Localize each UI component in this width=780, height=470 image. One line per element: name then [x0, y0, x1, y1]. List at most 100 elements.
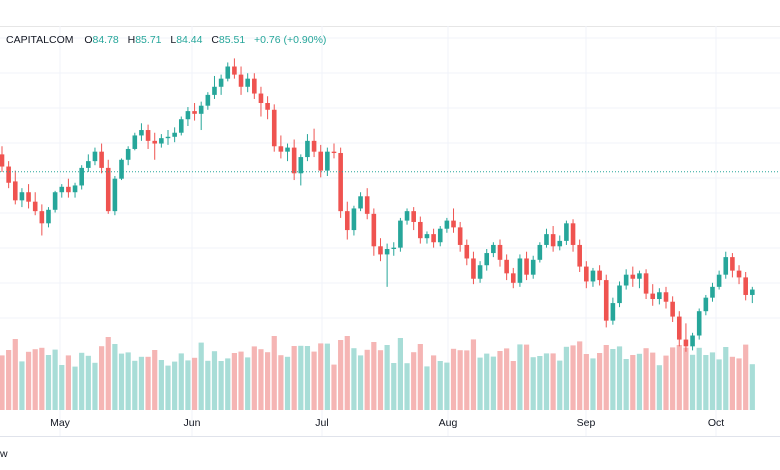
- x-tick-label: Oct: [708, 417, 724, 429]
- candle-body: [291, 147, 297, 174]
- symbol-name[interactable]: CAPITALCOM: [6, 34, 74, 46]
- volume-bar: [85, 355, 91, 410]
- volume-bar: [284, 356, 291, 410]
- volume-bar: [444, 362, 450, 410]
- candle-body: [225, 66, 231, 79]
- volume-bar: [537, 356, 543, 410]
- candle-body: [205, 94, 211, 106]
- candle-body: [524, 258, 529, 275]
- volume-bar: [318, 343, 324, 410]
- volume-bar: [510, 361, 516, 410]
- volume-bar: [457, 350, 463, 410]
- candle-body: [431, 234, 436, 243]
- volume-bar: [643, 348, 649, 410]
- time-axis-divider: [0, 436, 780, 437]
- volume-bar: [743, 344, 749, 410]
- volume-bar: [603, 345, 609, 410]
- candle-body: [398, 220, 403, 248]
- candle-body: [338, 153, 343, 212]
- x-tick-label: Jul: [315, 417, 328, 429]
- volume-bar: [125, 352, 131, 410]
- volume-bar: [616, 346, 623, 410]
- candle-body: [550, 234, 556, 247]
- candle-body: [497, 244, 503, 260]
- candle-body: [105, 167, 111, 212]
- candle-body: [603, 280, 609, 321]
- volume-bar: [450, 348, 457, 410]
- candle-body: [464, 244, 470, 259]
- volume-bar: [65, 355, 71, 410]
- volume-bar: [550, 353, 556, 410]
- candle-body: [610, 303, 616, 321]
- candle-body: [557, 240, 563, 247]
- volume-bar: [470, 339, 477, 410]
- volume-bar: [324, 343, 330, 410]
- candle-body: [6, 166, 11, 183]
- volume-bar: [411, 352, 417, 410]
- volume-bar: [112, 344, 118, 410]
- candle-body: [198, 105, 204, 114]
- candle-body: [530, 259, 536, 275]
- volume-bar: [185, 360, 191, 410]
- candle-body: [285, 147, 290, 152]
- volume-bar: [0, 355, 5, 410]
- volume-bar: [663, 355, 669, 410]
- change-value: +0.76 (+0.90%): [254, 34, 327, 46]
- candle-body: [212, 86, 217, 95]
- volume-bar: [79, 352, 85, 410]
- candle-body: [86, 161, 91, 168]
- volume-bar: [683, 347, 689, 410]
- candle-body: [643, 273, 649, 294]
- volume-bar: [105, 337, 111, 410]
- candle-body: [371, 213, 377, 247]
- volume-bar: [364, 349, 370, 410]
- volume-bar: [630, 355, 636, 410]
- candle-body: [99, 151, 104, 168]
- volume-bar: [278, 355, 284, 410]
- volume-bar: [431, 355, 437, 410]
- volume-bar: [557, 360, 563, 410]
- volume-bar: [504, 348, 510, 410]
- volume-bar: [218, 361, 224, 410]
- volume-bar: [357, 355, 364, 410]
- volume-bar: [477, 357, 483, 410]
- candle-body: [657, 292, 662, 300]
- candle-body: [59, 186, 65, 193]
- candle-body: [584, 266, 589, 282]
- candle-body: [66, 186, 71, 193]
- candle-body: [630, 274, 636, 279]
- volume-bar: [563, 346, 569, 410]
- candle-body: [159, 138, 164, 144]
- candle-body: [597, 270, 602, 281]
- candle-body: [232, 66, 237, 75]
- candle-body: [577, 244, 582, 267]
- candle-body: [570, 223, 576, 245]
- volume-bar: [543, 353, 550, 410]
- high-value: 85.71: [135, 34, 162, 46]
- candle-body: [663, 292, 669, 302]
- volume-bar: [245, 357, 251, 410]
- volume-bar: [583, 354, 589, 410]
- volume-bar: [650, 352, 656, 410]
- volume-bar: [424, 366, 430, 410]
- volume-bar: [45, 355, 52, 410]
- candle-body: [637, 273, 642, 279]
- candle-body: [238, 74, 244, 87]
- volume-bar: [25, 351, 32, 410]
- candle-body: [650, 293, 656, 300]
- volume-bar: [72, 366, 78, 410]
- volume-bar: [570, 345, 576, 410]
- volume-bar: [371, 342, 377, 410]
- volume-bar: [676, 345, 682, 410]
- candle-body: [139, 130, 144, 136]
- volume-bar: [258, 349, 264, 410]
- candle-body: [537, 244, 543, 260]
- candle-body: [750, 289, 755, 295]
- bottom-label[interactable]: w: [0, 448, 8, 460]
- volume-bar: [92, 362, 98, 410]
- candle-body: [265, 103, 270, 110]
- volume-bar: [464, 350, 470, 410]
- candle-body: [305, 140, 310, 158]
- candle-body: [185, 111, 191, 120]
